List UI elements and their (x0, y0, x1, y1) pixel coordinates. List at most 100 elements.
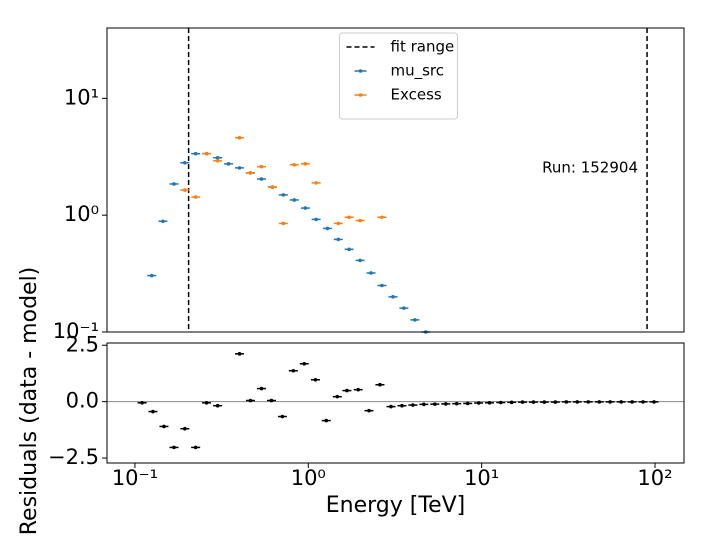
data-point (259, 164, 264, 169)
data-point (630, 400, 634, 404)
y-tick-label: 2.5 (66, 332, 99, 356)
data-point (356, 387, 360, 392)
data-point (325, 226, 330, 231)
data-point (443, 402, 448, 406)
x-tick-label: 10⁻¹ (112, 466, 158, 490)
axes-frame (106, 342, 685, 464)
data-point (161, 219, 165, 224)
data-point (237, 135, 242, 140)
data-point (335, 394, 340, 399)
data-point (347, 247, 351, 252)
data-point (193, 195, 198, 199)
data-point (302, 361, 307, 366)
data-point (400, 403, 404, 408)
data-point (380, 215, 384, 220)
y-tick-label: 0.0 (66, 389, 99, 413)
data-point (215, 158, 220, 163)
data-point (193, 151, 198, 156)
data-point (291, 368, 296, 373)
data-point (248, 398, 253, 403)
legend-swatch-marker (358, 93, 363, 97)
data-point (281, 221, 286, 226)
data-point (652, 400, 656, 404)
data-point (380, 283, 384, 288)
data-point (336, 237, 341, 242)
data-point (402, 306, 406, 310)
data-point (324, 418, 329, 423)
data-point (215, 403, 220, 408)
y-tick-label: 10¹ (64, 85, 99, 109)
data-point (259, 177, 264, 181)
data-point (608, 400, 612, 404)
data-point (465, 401, 470, 406)
data-point (542, 400, 547, 404)
data-point (313, 377, 318, 382)
data-point (433, 402, 437, 406)
data-point (204, 151, 209, 156)
y-tick-label: −2.5 (48, 445, 99, 469)
data-point (314, 181, 318, 185)
data-point (509, 400, 514, 405)
data-point (226, 162, 231, 166)
data-point (389, 404, 393, 409)
data-point (336, 221, 341, 226)
data-point (564, 400, 569, 404)
data-point (531, 400, 536, 404)
data-point (183, 160, 187, 165)
x-tick-label: 10¹ (464, 466, 499, 490)
data-point (422, 402, 426, 407)
y-tick-label: 10⁰ (64, 202, 99, 226)
data-point (269, 398, 274, 403)
data-point (499, 400, 503, 405)
data-point (204, 400, 209, 405)
data-point (487, 400, 492, 405)
data-point (292, 162, 297, 167)
x-tick-label: 10² (637, 466, 672, 490)
data-point (193, 445, 198, 450)
data-point (259, 386, 264, 391)
data-point (586, 400, 591, 404)
data-point (149, 273, 154, 278)
annotation: Run: 152904 (542, 159, 638, 177)
legend-box (339, 32, 458, 120)
data-point (314, 217, 318, 222)
data-point (280, 414, 285, 419)
data-point (151, 409, 155, 414)
data-point (378, 382, 382, 387)
data-point (411, 403, 415, 407)
data-point (476, 401, 481, 405)
data-point (270, 185, 275, 189)
data-point (358, 258, 362, 263)
data-point (172, 182, 176, 186)
data-point (619, 400, 623, 404)
x-tick-label: 10⁰ (291, 466, 326, 490)
data-point (237, 166, 242, 170)
data-point (183, 188, 187, 192)
axes-frame (106, 27, 685, 333)
data-point (162, 424, 166, 429)
data-point (367, 408, 371, 413)
data-point (347, 215, 351, 220)
data-point (237, 352, 242, 356)
data-point (281, 193, 286, 197)
x-axis-label: Energy [TeV] (326, 493, 465, 518)
data-point (358, 218, 362, 223)
data-point (248, 171, 253, 175)
data-point (345, 388, 349, 393)
data-point (172, 445, 176, 450)
data-point (303, 162, 308, 166)
legend-label: Excess (391, 86, 442, 104)
legend-swatch-marker (358, 69, 363, 73)
data-point (597, 400, 602, 404)
data-point (553, 400, 558, 404)
data-point (292, 198, 297, 202)
data-point (641, 400, 645, 404)
data-point (369, 271, 373, 275)
data-point (520, 400, 525, 404)
data-point (183, 426, 187, 431)
data-point (215, 155, 220, 160)
legend-label: mu_src (391, 62, 445, 81)
data-point (391, 295, 395, 299)
y-axis-label: Residuals (data - model) (17, 267, 42, 536)
